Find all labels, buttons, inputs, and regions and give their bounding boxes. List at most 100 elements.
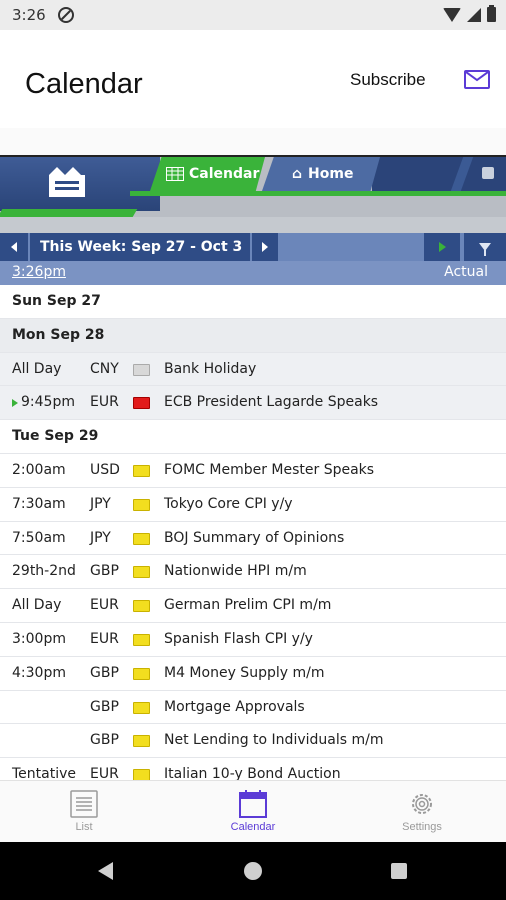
tab-home-label: Home (308, 166, 354, 182)
current-time-link[interactable]: 3:26pm (12, 264, 66, 280)
event-name: Spanish Flash CPI y/y (164, 630, 313, 647)
event-currency: EUR (90, 766, 119, 780)
event-row[interactable]: All Day CNY Bank Holiday (0, 352, 506, 387)
day-header-row: Sun Sep 27 (0, 285, 506, 319)
event-row[interactable]: 3:00pm EUR Spanish Flash CPI y/y (0, 623, 506, 657)
back-icon[interactable] (98, 862, 113, 880)
nav-list[interactable]: List (0, 781, 168, 843)
day-header-row: Mon Sep 28 (0, 318, 506, 353)
impact-folder-icon[interactable] (133, 397, 150, 410)
event-name: Italian 10-y Bond Auction (164, 766, 341, 780)
event-name: Mortgage Approvals (164, 698, 305, 715)
do-not-disturb-icon (58, 7, 74, 23)
event-time: 4:30pm (12, 664, 66, 681)
recents-icon[interactable] (391, 863, 407, 879)
event-name: M4 Money Supply m/m (164, 664, 325, 681)
battery-icon (487, 5, 496, 22)
factory-logo-icon (49, 167, 85, 197)
subscribe-button[interactable]: Subscribe (350, 70, 426, 89)
play-icon (438, 242, 446, 252)
tab-bar-rest (372, 157, 506, 191)
wifi-icon (443, 7, 461, 22)
impact-folder-icon[interactable] (133, 566, 150, 579)
arrow-right-icon (262, 242, 268, 252)
jump-to-next-button[interactable] (424, 233, 460, 261)
event-name: BOJ Summary of Opinions (164, 529, 345, 546)
impact-folder-icon[interactable] (133, 735, 150, 748)
event-row[interactable]: 7:50am JPY BOJ Summary of Opinions (0, 522, 506, 556)
event-row[interactable]: 7:30am JPY Tokyo Core CPI y/y (0, 488, 506, 522)
impact-folder-icon[interactable] (133, 600, 150, 613)
day-label: Sun Sep 27 (12, 293, 101, 309)
event-row[interactable]: All Day EUR German Prelim CPI m/m (0, 589, 506, 623)
event-row[interactable]: 29th-2nd GBP Nationwide HPI m/m (0, 555, 506, 590)
calendar-icon (239, 790, 267, 818)
nav-list-label: List (75, 821, 93, 833)
impact-folder-icon[interactable] (133, 363, 150, 376)
event-currency: JPY (90, 529, 111, 546)
impact-folder-icon[interactable] (133, 633, 150, 646)
next-week-button[interactable] (252, 233, 278, 261)
impact-folder-icon[interactable] (133, 532, 150, 545)
event-currency: EUR (90, 597, 119, 614)
spacer (0, 128, 506, 155)
next-event-icon (12, 399, 18, 408)
day-label: Mon Sep 28 (12, 326, 105, 343)
event-time: 7:50am (12, 529, 66, 546)
mail-icon[interactable] (464, 70, 490, 89)
impact-folder-icon[interactable] (133, 464, 150, 477)
gear-icon (412, 794, 432, 814)
event-row[interactable]: GBP Mortgage Approvals (0, 691, 506, 725)
filter-icon (479, 243, 491, 256)
app-header: Calendar Subscribe (0, 30, 506, 128)
event-row[interactable]: 4:30pm GBP M4 Money Supply m/m (0, 657, 506, 691)
event-row[interactable]: Tentative EUR Italian 10-y Bond Auction (0, 758, 506, 780)
event-time: 9:45pm (21, 394, 75, 411)
column-header-bar: 3:26pm Actual (0, 261, 506, 285)
impact-folder-icon[interactable] (133, 498, 150, 511)
impact-folder-icon[interactable] (133, 667, 150, 680)
system-nav-bar (0, 842, 506, 900)
event-row[interactable]: 9:45pm EUR ECB President Lagarde Speaks (0, 386, 506, 421)
event-time: 3:00pm (12, 630, 66, 647)
event-name: Net Lending to Individuals m/m (164, 732, 384, 749)
event-name: Bank Holiday (164, 360, 257, 377)
week-label[interactable]: This Week: Sep 27 - Oct 3 (30, 233, 250, 261)
event-currency: GBP (90, 664, 119, 681)
home-button-icon[interactable] (244, 862, 262, 880)
day-header-row: Tue Sep 29 (0, 420, 506, 454)
event-list: Sun Sep 27 Mon Sep 28 All Day CNY Bank Holid… (0, 285, 506, 780)
prev-week-button[interactable] (0, 233, 28, 261)
week-navigator: This Week: Sep 27 - Oct 3 (0, 233, 506, 261)
logo[interactable] (0, 157, 160, 211)
tab-home[interactable]: ⌂ Home (262, 157, 380, 191)
event-time: 29th-2nd (12, 563, 76, 580)
event-time: 2:00am (12, 461, 66, 478)
nav-calendar[interactable]: Calendar (169, 781, 337, 843)
filter-button[interactable] (464, 233, 506, 261)
event-name: Tokyo Core CPI y/y (164, 495, 293, 512)
event-row[interactable]: 2:00am USD FOMC Member Mester Speaks (0, 454, 506, 488)
status-time: 3:26 (12, 6, 46, 24)
logo-stripe (0, 209, 138, 217)
event-currency: CNY (90, 360, 119, 377)
web-header: ⌂ Home Calendar (0, 155, 506, 233)
exit-icon[interactable] (482, 167, 494, 179)
event-currency: GBP (90, 563, 119, 580)
nav-settings-label: Settings (402, 821, 442, 833)
impact-folder-icon[interactable] (133, 701, 150, 714)
header-band (0, 217, 506, 233)
nav-settings[interactable]: Settings (338, 781, 506, 843)
event-time: Tentative (12, 766, 77, 780)
event-time: All Day (12, 360, 62, 377)
event-currency: GBP (90, 698, 119, 715)
impact-folder-icon[interactable] (133, 769, 150, 780)
bottom-nav: List Calendar Settings (0, 780, 506, 842)
list-icon (70, 790, 98, 818)
tab-calendar[interactable]: Calendar (150, 157, 265, 191)
tab-underline (130, 191, 506, 196)
event-name: German Prelim CPI m/m (164, 597, 332, 614)
event-row[interactable]: GBP Net Lending to Individuals m/m (0, 724, 506, 759)
event-name: ECB President Lagarde Speaks (164, 394, 379, 411)
event-currency: USD (90, 461, 120, 478)
